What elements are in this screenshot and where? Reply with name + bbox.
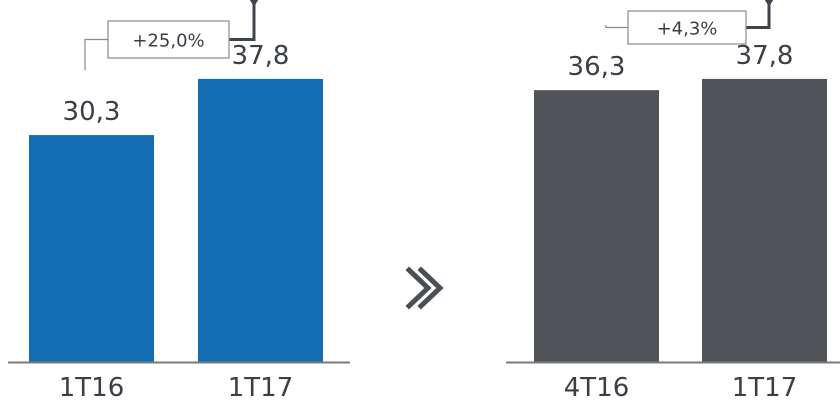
right-change-label: +4,3%	[657, 19, 718, 40]
right-value-label: 36,3	[568, 52, 626, 82]
left-bar-1t16	[29, 135, 154, 362]
right-category-label: 4T16	[564, 373, 630, 403]
chart-right: 36,3 4T16 37,8 1T17 +4,3%	[506, 0, 840, 403]
right-value-label: 37,8	[736, 41, 794, 71]
left-arrow-head-icon	[249, 0, 259, 7]
left-bar-1t17	[198, 78, 323, 362]
left-change-bracket	[84, 38, 108, 71]
double-chevron-right-icon	[405, 266, 444, 310]
left-value-label: 37,8	[232, 41, 290, 71]
left-category-label: 1T17	[228, 373, 294, 403]
right-bar-1t17	[702, 78, 827, 362]
left-value-label: 30,3	[63, 97, 121, 127]
left-category-label: 1T16	[59, 373, 125, 403]
right-change-arrow	[746, 0, 771, 29]
left-change-arrow	[229, 0, 256, 41]
left-change-label: +25,0%	[132, 31, 204, 52]
right-change-bracket	[605, 25, 628, 29]
right-category-label: 1T17	[732, 373, 798, 403]
right-arrow-head-icon	[764, 0, 774, 7]
right-change-box	[627, 10, 747, 45]
right-bar-4t16	[534, 90, 659, 362]
chart-left: 30,3 1T16 37,8 1T17 +25,0%	[8, 0, 350, 403]
left-change-box	[107, 20, 230, 59]
